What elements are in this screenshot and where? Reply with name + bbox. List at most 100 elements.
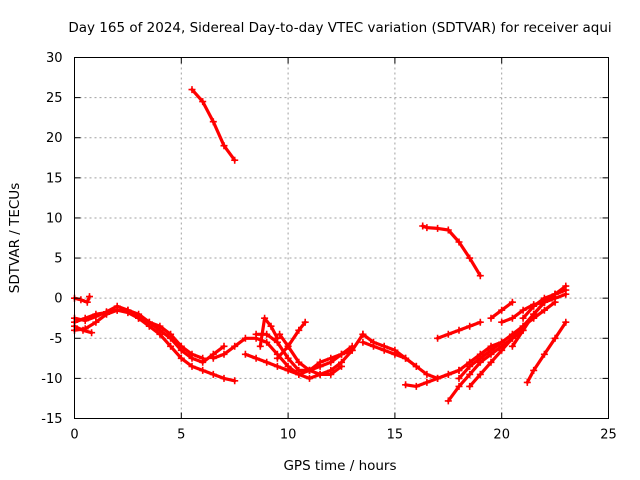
y-tick-label: 10 — [46, 211, 63, 226]
data-point — [466, 362, 474, 370]
data-point — [540, 298, 548, 306]
data-point — [156, 322, 164, 330]
data-point — [455, 374, 463, 382]
series-layer — [71, 86, 570, 405]
data-point — [455, 382, 463, 390]
data-point — [113, 302, 121, 310]
data-point — [519, 326, 527, 334]
data-point — [498, 318, 506, 326]
data-point — [476, 370, 484, 378]
y-axis-label: SDTVAR / TECUs — [7, 183, 23, 293]
series-track-2 — [72, 308, 226, 364]
x-tick-label: 0 — [70, 428, 78, 443]
data-point — [256, 342, 264, 350]
y-tick-label: -10 — [41, 372, 62, 387]
data-point — [252, 354, 260, 362]
axis-ticks: 0 5 10 15 20 25 -15 -10 -5 0 5 10 15 20 25 30 — [41, 51, 617, 443]
data-point — [530, 366, 538, 374]
data-point — [306, 366, 313, 374]
data-point — [359, 330, 367, 338]
data-point — [423, 370, 431, 378]
data-point — [156, 330, 164, 338]
data-point — [455, 238, 463, 246]
data-point — [444, 226, 452, 234]
data-point — [455, 366, 463, 374]
y-tick-label: 15 — [46, 171, 63, 186]
x-tick-label: 10 — [280, 428, 297, 443]
data-point — [412, 382, 420, 390]
data-point — [177, 342, 185, 350]
data-point — [466, 322, 474, 330]
data-point — [434, 334, 442, 342]
data-point — [508, 314, 516, 322]
data-point — [316, 362, 324, 370]
data-point — [434, 374, 442, 382]
data-point — [79, 326, 87, 334]
x-axis-label: GPS time / hours — [283, 458, 396, 474]
data-point — [263, 330, 271, 338]
data-point — [419, 222, 427, 230]
data-point — [530, 301, 538, 309]
data-point — [273, 354, 281, 362]
y-tick-label: 30 — [46, 51, 63, 66]
data-point — [92, 313, 100, 321]
data-point — [220, 142, 228, 150]
x-tick-label: 5 — [177, 428, 185, 443]
y-tick-label: 5 — [54, 252, 62, 267]
y-tick-label: 20 — [46, 131, 63, 146]
data-point — [231, 156, 239, 164]
data-point — [241, 350, 249, 358]
data-point — [338, 350, 345, 358]
data-point — [466, 254, 474, 262]
data-point — [77, 296, 85, 304]
data-point — [562, 290, 570, 298]
data-point — [145, 318, 153, 326]
data-point — [81, 317, 89, 325]
data-point — [188, 362, 196, 370]
data-point — [423, 378, 431, 386]
series-track-15 — [404, 340, 504, 388]
data-point — [177, 354, 185, 362]
series-track-10 — [258, 316, 279, 348]
data-point — [540, 350, 548, 358]
y-tick-label: -5 — [50, 332, 63, 347]
data-point — [498, 338, 506, 346]
data-point — [267, 322, 275, 330]
series-track-11 — [275, 320, 307, 360]
data-point — [370, 338, 377, 346]
data-point — [498, 306, 506, 314]
data-point — [273, 362, 281, 370]
data-point — [380, 342, 388, 350]
data-point — [455, 326, 463, 334]
data-point — [220, 342, 228, 350]
data-point — [295, 326, 303, 334]
x-tick-label: 25 — [600, 428, 617, 443]
data-point — [124, 306, 132, 314]
data-point — [199, 98, 207, 106]
data-point — [263, 358, 271, 366]
x-tick-label: 15 — [387, 428, 404, 443]
y-tick-label: -15 — [41, 412, 62, 427]
data-point — [252, 330, 260, 338]
series-track-18 — [457, 300, 557, 380]
data-point — [261, 314, 269, 322]
data-point — [423, 224, 431, 232]
data-point — [263, 338, 271, 346]
data-point — [284, 354, 292, 362]
data-point — [103, 308, 110, 316]
data-point — [316, 370, 324, 378]
data-point — [540, 306, 548, 314]
data-point — [508, 342, 516, 350]
data-point — [327, 358, 335, 366]
data-point — [444, 397, 452, 405]
series-track-14 — [361, 332, 418, 368]
data-point — [83, 298, 91, 306]
x-tick-label: 20 — [493, 428, 510, 443]
data-point — [209, 118, 217, 126]
series-track-9 — [254, 332, 354, 372]
data-point — [523, 378, 531, 386]
data-point — [276, 330, 284, 338]
data-point — [135, 314, 143, 322]
data-point — [199, 354, 207, 362]
data-point — [519, 314, 527, 322]
